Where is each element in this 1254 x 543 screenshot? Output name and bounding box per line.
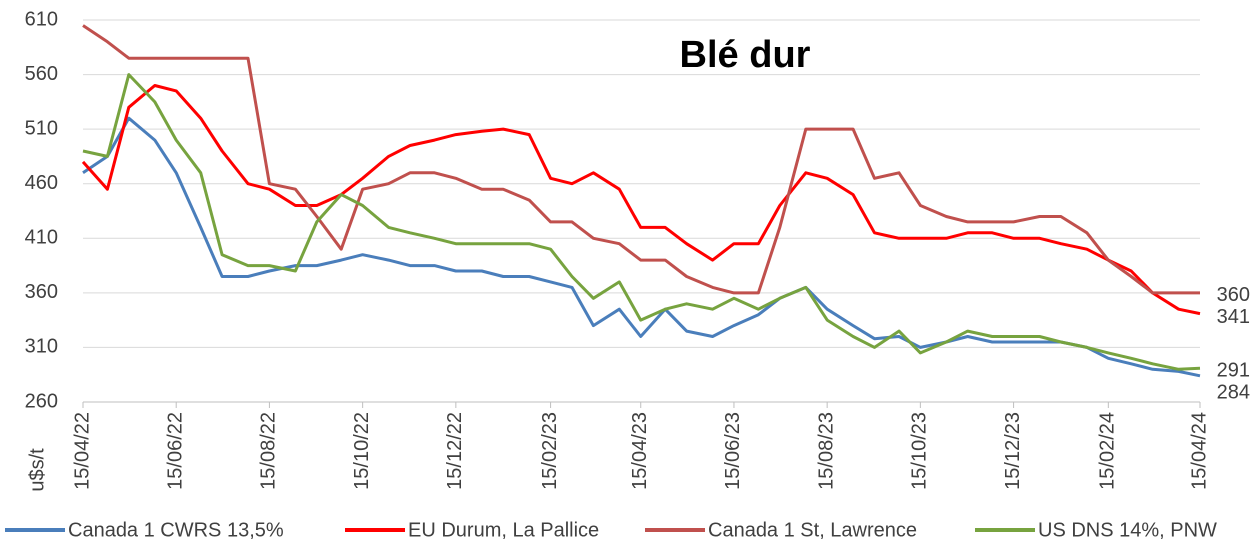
x-tick-label: 15/06/22 [164,412,186,490]
y-tick-label: 260 [25,390,58,412]
end-value-label: 341 [1217,306,1250,328]
y-tick-label: 310 [25,336,58,358]
y-tick-label: 460 [25,172,58,194]
y-tick-label: 510 [25,117,58,139]
series-line [82,24,1200,295]
x-tick-label: 15/08/23 [815,412,837,490]
y-tick-label: 360 [25,281,58,303]
legend-label: US DNS 14%, PNW [1038,519,1217,541]
series-line [82,73,1201,371]
legend-label: Canada 1 CWRS 13,5% [68,519,284,541]
x-tick-label: 15/04/22 [71,412,93,490]
x-tick-label: 15/08/22 [258,412,280,490]
x-tick-label: 15/10/23 [909,412,931,490]
y-tick-label: 560 [25,63,58,85]
x-tick-label: 15/04/24 [1188,412,1210,490]
end-value-label: 291 [1217,359,1250,381]
end-value-label: 284 [1217,381,1250,403]
x-tick-label: 15/02/23 [539,412,561,490]
y-tick-label: 610 [25,8,58,30]
x-tick-label: 15/06/23 [722,412,744,490]
x-tick-label: 15/04/23 [629,412,651,490]
y-axis-label: u$s/t [26,448,48,492]
series-line [81,84,1201,316]
x-tick-label: 15/10/22 [351,412,373,490]
x-tick-label: 15/02/24 [1097,412,1119,490]
legend-label: Canada 1 St, Lawrence [708,519,917,541]
x-tick-label: 15/12/23 [1002,412,1024,490]
legend-label: EU Durum, La Pallice [408,519,599,541]
series-line [82,116,1201,378]
y-tick-label: 410 [25,227,58,249]
chart-title: Blé dur [680,34,811,76]
x-tick-label: 15/12/22 [444,412,466,490]
end-value-label: 360 [1217,284,1250,306]
